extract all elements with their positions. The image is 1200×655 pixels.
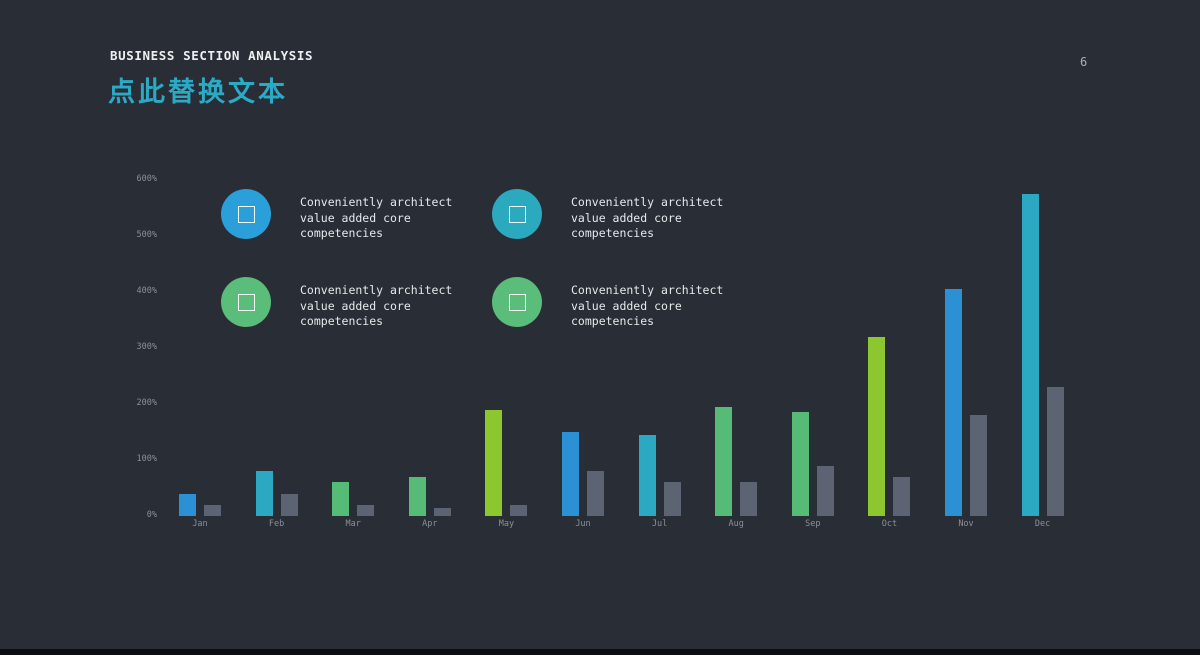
bar-jan-primary: [179, 494, 196, 516]
bar-mar-secondary: [357, 505, 375, 516]
bar-aug-primary: [715, 407, 733, 516]
x-tick-label: Sep: [805, 519, 821, 529]
y-tick-label: 300%: [136, 342, 157, 352]
x-tick-label: Oct: [881, 519, 898, 529]
x-tick-label: Apr: [422, 519, 438, 529]
x-tick-label: Dec: [1034, 519, 1051, 529]
x-tick-label: Aug: [728, 519, 744, 529]
bar-oct-primary: [868, 337, 886, 516]
y-tick-label: 0%: [146, 510, 157, 520]
bar-jun-primary: [562, 432, 579, 516]
y-tick-label: 100%: [136, 454, 157, 464]
y-tick-label: 400%: [136, 286, 157, 296]
bar-jun-secondary: [587, 471, 604, 516]
x-tick-label: Jun: [575, 519, 591, 529]
y-tick-label: 200%: [136, 398, 157, 408]
bar-may-secondary: [510, 505, 528, 516]
x-tick-label: May: [498, 519, 515, 529]
slide-title: 点此替换文本: [108, 77, 288, 108]
x-tick-label: Jul: [651, 519, 668, 529]
page-number: 6: [1080, 55, 1088, 69]
bar-may-primary: [485, 410, 503, 516]
slide-kicker: BUSINESS SECTION ANALYSIS: [110, 48, 314, 63]
bar-jul-secondary: [663, 482, 681, 516]
bar-nov-secondary: [970, 415, 987, 516]
bar-sep-secondary: [816, 466, 834, 516]
bar-apr-secondary: [433, 508, 451, 516]
bar-nov-primary: [945, 289, 962, 516]
bar-apr-primary: [408, 477, 426, 516]
x-tick-label: Feb: [268, 519, 285, 529]
bar-dec-primary: [1021, 194, 1039, 516]
bottom-strip: [0, 649, 1200, 655]
x-tick-label: Mar: [345, 519, 361, 529]
bar-feb-secondary: [280, 494, 298, 516]
bar-sep-primary: [791, 412, 809, 516]
bar-jan-secondary: [204, 505, 221, 516]
bar-feb-primary: [255, 471, 273, 516]
bar-jul-primary: [638, 435, 656, 516]
bar-aug-secondary: [740, 482, 758, 516]
x-tick-label: Jan: [192, 519, 208, 529]
y-tick-label: 500%: [136, 230, 157, 240]
y-tick-label: 600%: [136, 174, 157, 184]
bar-mar-primary: [332, 482, 350, 516]
x-tick-label: Nov: [958, 519, 974, 529]
bar-dec-secondary: [1046, 387, 1064, 516]
bar-oct-secondary: [893, 477, 911, 516]
